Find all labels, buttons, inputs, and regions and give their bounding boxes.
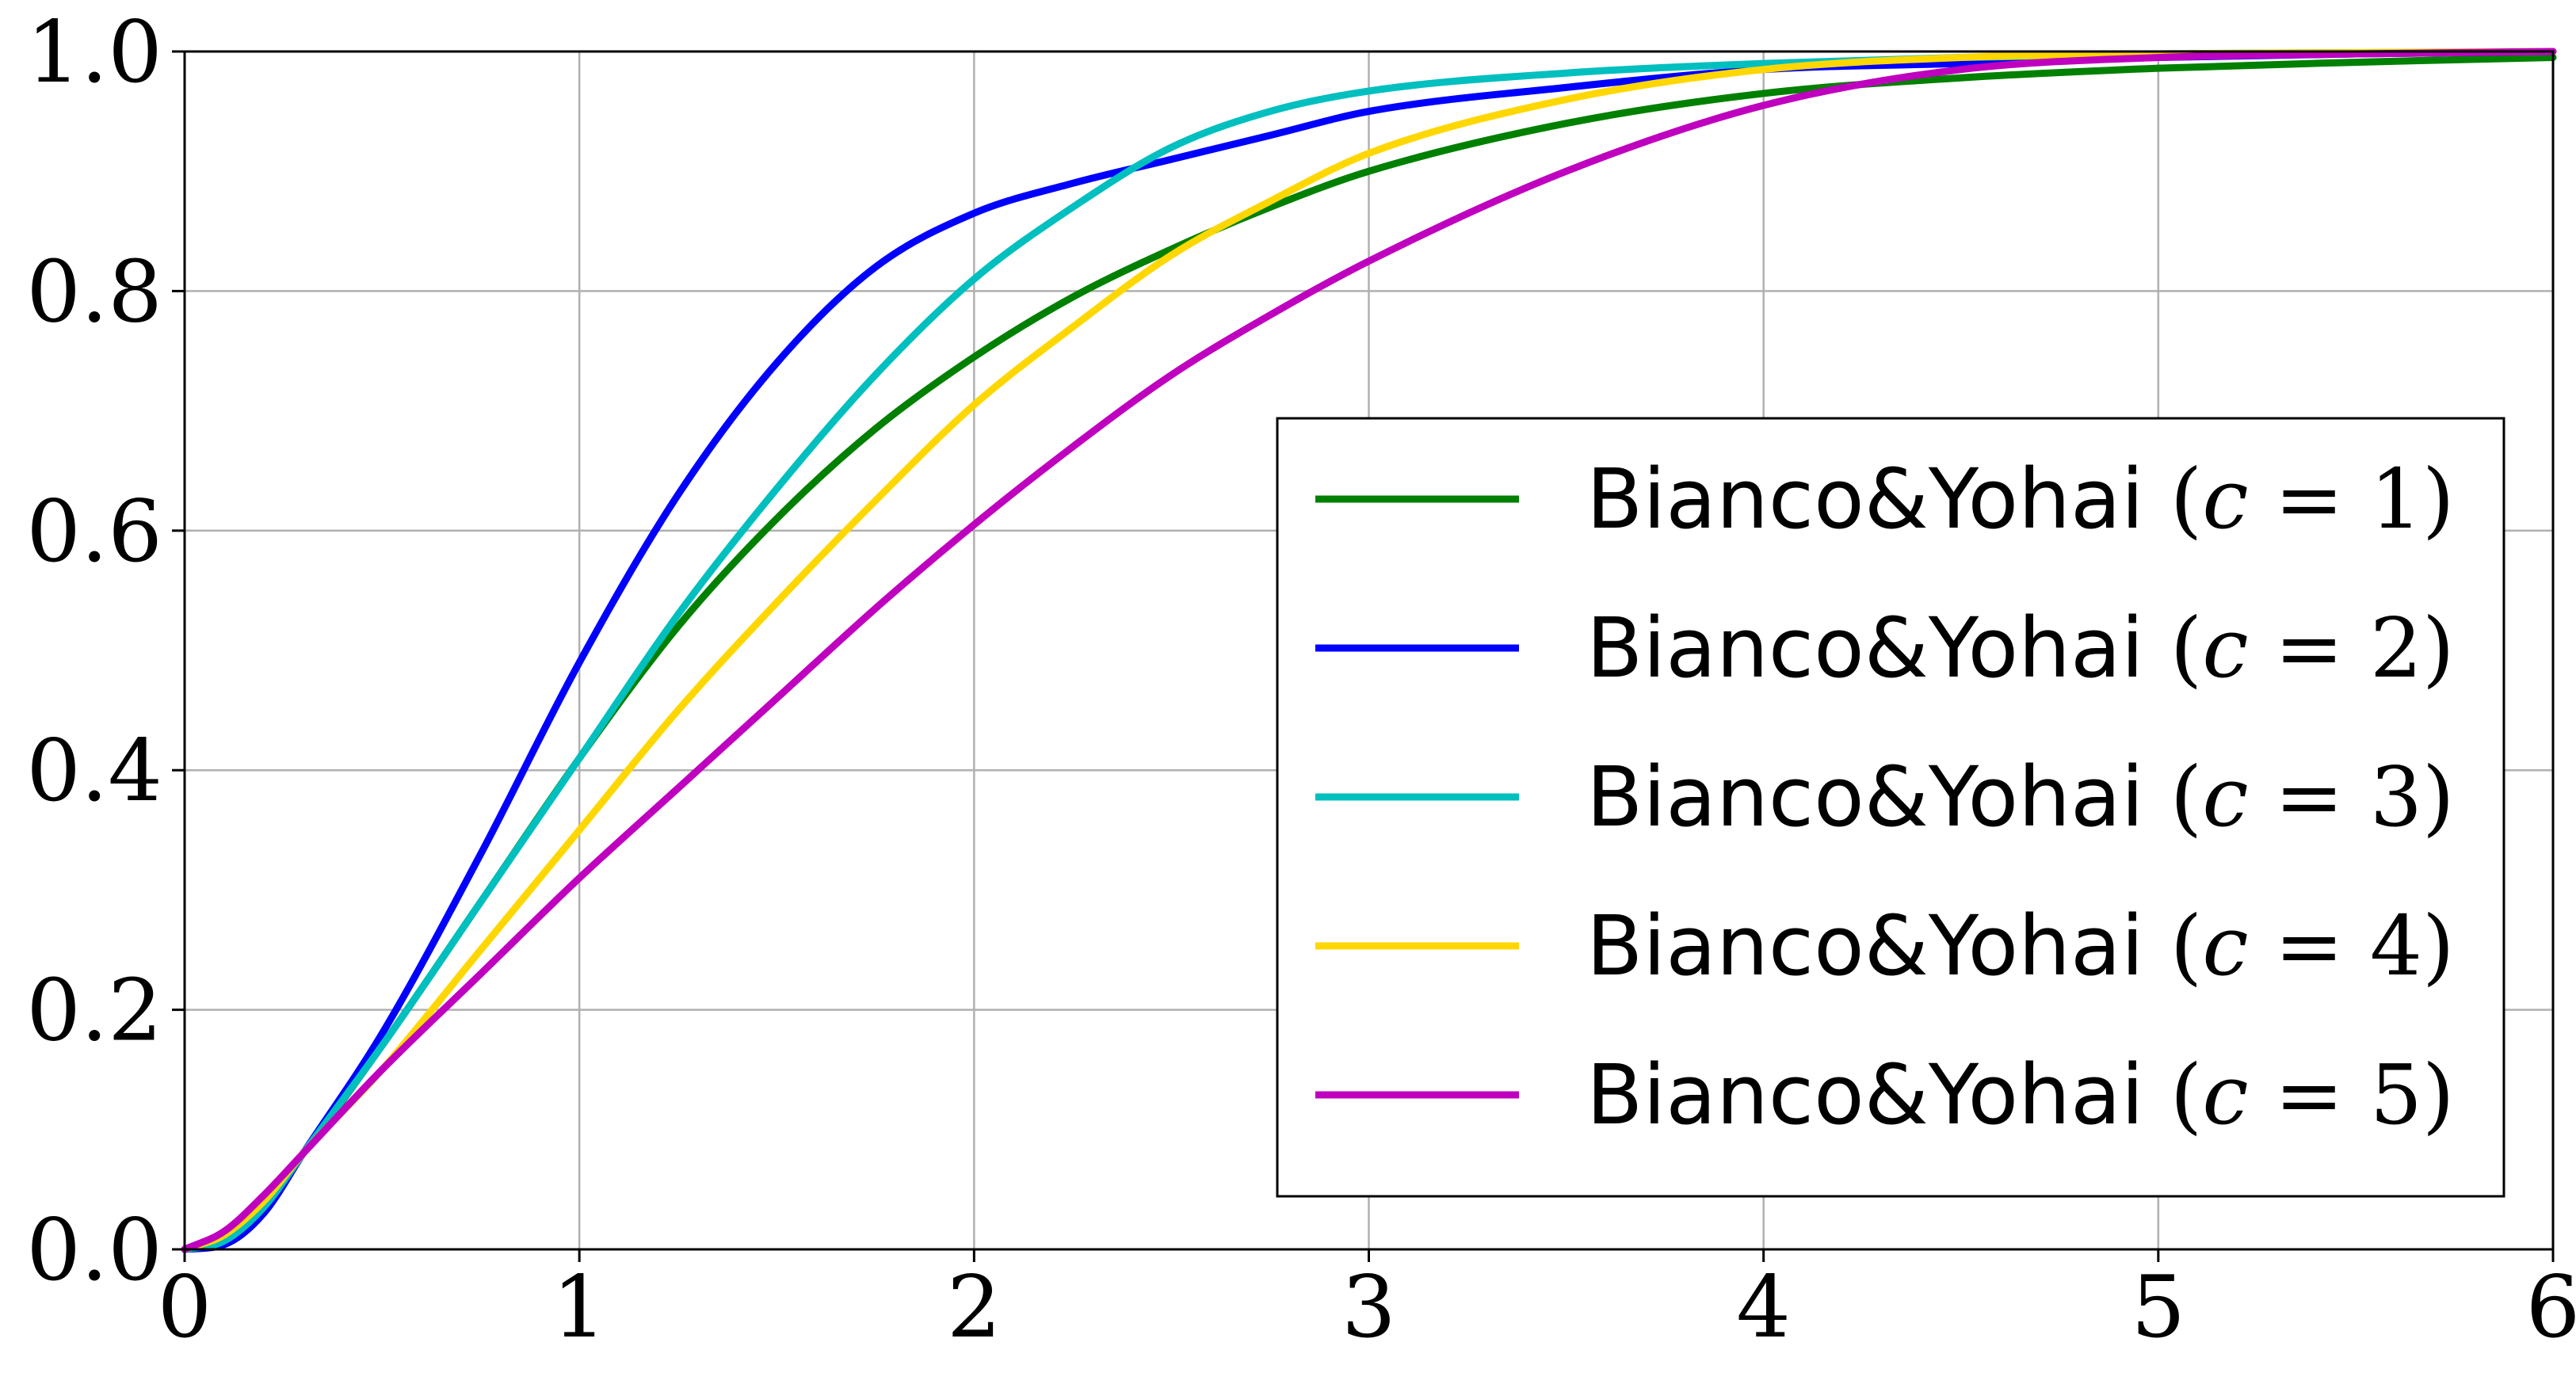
ticks: 0 1 2 3 4 5 6 0.0 0.2 0.4 0.6 0.8 1.0 xyxy=(26,3,2576,1357)
x-tick-label-5: 5 xyxy=(2131,1258,2185,1357)
x-tick-label-4: 4 xyxy=(1736,1258,1791,1357)
y-tick-label-1: 0.2 xyxy=(26,962,162,1061)
y-tick-label-5: 1.0 xyxy=(26,3,162,102)
x-tick-label-2: 2 xyxy=(947,1258,1002,1357)
legend-label-c4: Bianco&Yohai (c = 4) xyxy=(1586,898,2455,994)
y-tick-label-3: 0.6 xyxy=(26,482,162,582)
legend-label-c2: Bianco&Yohai (c = 2) xyxy=(1586,600,2455,696)
series-line-c2 xyxy=(181,48,2557,1253)
x-tick-label-6: 6 xyxy=(2526,1258,2576,1357)
x-tick-label-0: 0 xyxy=(158,1258,212,1357)
legend-label-c1: Bianco&Yohai (c = 1) xyxy=(1586,451,2455,547)
y-tick-label-2: 0.4 xyxy=(26,722,162,821)
legend-label-c5: Bianco&Yohai (c = 5) xyxy=(1586,1047,2455,1143)
x-tick-label-3: 3 xyxy=(1341,1258,1396,1357)
legend-box xyxy=(1276,417,2505,1198)
y-tick-label-0: 0.0 xyxy=(26,1201,162,1300)
y-tick-label-4: 0.8 xyxy=(26,242,162,341)
legend: Bianco&Yohai (c = 1) Bianco&Yohai (c = 2)… xyxy=(1276,417,2505,1198)
x-tick-label-1: 1 xyxy=(552,1258,607,1357)
legend-label-c3: Bianco&Yohai (c = 3) xyxy=(1586,749,2455,845)
series-line-c5 xyxy=(181,48,2557,1253)
series-group xyxy=(181,48,2557,1253)
